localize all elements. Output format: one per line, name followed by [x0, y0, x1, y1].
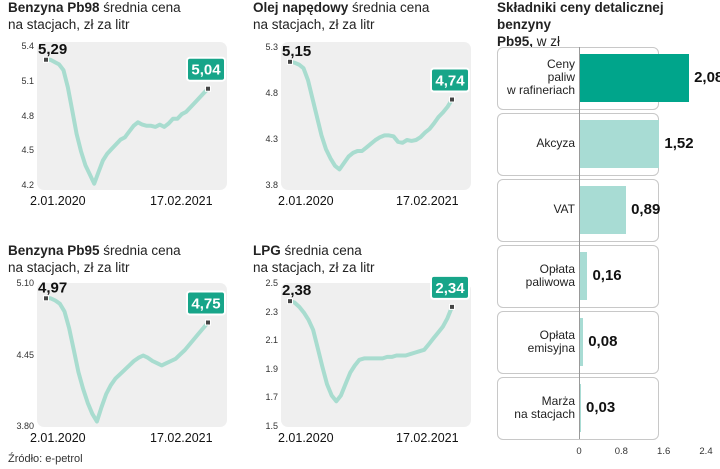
- lpg-price-line: [288, 299, 454, 404]
- component-bar: [579, 251, 588, 300]
- component-value: 0,16: [592, 266, 622, 284]
- category-frame: [497, 245, 659, 308]
- component-value: 0,89: [631, 200, 661, 218]
- pb98-price-line: [44, 57, 210, 186]
- pb98-y-tick: 4.8: [21, 110, 34, 121]
- pb98-y-tick: 5.4: [21, 41, 34, 51]
- pb95-end-marker: [205, 319, 211, 326]
- pb95-end-value-badge: [186, 290, 226, 316]
- component-value: 2,08: [694, 68, 720, 86]
- component-bar: [579, 53, 690, 102]
- diesel-start-value: 5,15: [282, 43, 311, 60]
- category-frame: [497, 311, 659, 374]
- diesel-y-tick: 3.8: [265, 180, 278, 190]
- components-title: Składniki ceny detalicznej benzyny Pb95, …: [497, 0, 664, 49]
- lpg-y-tick: 2.5: [265, 278, 278, 288]
- category-label: VAT: [501, 203, 575, 216]
- pb95-end-value: 4,75: [191, 296, 220, 313]
- pb95-y-tick: 3.80: [16, 421, 34, 431]
- pb98-end-value-badge: [186, 56, 226, 82]
- lpg-y-tick: 1.5: [265, 421, 278, 431]
- components-x-tick: 1.6: [657, 446, 671, 457]
- category-label: Opłata paliwowa: [501, 261, 575, 289]
- component-bar: [579, 119, 660, 168]
- component-value: 0,08: [588, 332, 618, 350]
- pb98-x-start-label: 2.01.2020: [30, 194, 86, 208]
- pb98-start-value: 5,29: [38, 41, 67, 58]
- category-label: Ceny paliw w rafineriach: [501, 58, 575, 97]
- category-label: Akcyza: [501, 137, 575, 150]
- lpg-line-chart: 2,38 2,34: [282, 274, 470, 404]
- lpg-end-value: 2,34: [435, 280, 465, 297]
- category-label: Marża na stacjach: [501, 393, 575, 421]
- pb98-line-chart: 5,29 5,04: [38, 41, 226, 186]
- lpg-start-value: 2,38: [282, 282, 311, 299]
- category-frame: [497, 179, 659, 242]
- category-label-line: w rafineriach: [506, 83, 575, 97]
- pb98-start-marker: [43, 56, 49, 63]
- lpg-plot-area: [281, 283, 471, 427]
- component-bar: [579, 185, 627, 234]
- category-label-line: paliw: [547, 70, 575, 84]
- lpg-start-marker: [287, 298, 293, 305]
- diesel-y-tick: 4.3: [265, 134, 278, 144]
- lpg-x-start-label: 2.01.2020: [278, 431, 334, 445]
- lpg-title: LPG średnia cena na stacjach, zł za litr: [253, 243, 375, 275]
- pb98-title: Benzyna Pb98 średnia cena na stacjach, zł…: [8, 0, 181, 32]
- lpg-y-tick: 1.7: [265, 392, 278, 403]
- lpg-x-end-label: 17.02.2021: [396, 431, 459, 445]
- diesel-x-end-label: 17.02.2021: [396, 194, 459, 208]
- pb95-line-chart: 4,97 4,75: [38, 279, 226, 424]
- diesel-y-tick: 4.8: [265, 88, 278, 98]
- lpg-end-value-badge: [430, 274, 470, 300]
- pb98-end-marker: [205, 85, 211, 92]
- lpg-y-tick: 2.3: [265, 306, 278, 317]
- category-frame: [497, 377, 659, 440]
- diesel-end-value-badge: [430, 67, 470, 93]
- components-x-tick: 0: [576, 446, 582, 457]
- pb95-y-tick: 4.45: [16, 349, 34, 360]
- category-label: Opłata emisyjna: [501, 327, 575, 355]
- diesel-price-line: [288, 59, 454, 172]
- pb98-y-tick: 5.1: [21, 75, 34, 86]
- lpg-y-tick: 1.9: [265, 363, 278, 374]
- category-label-line: VAT: [553, 202, 575, 216]
- category-label-line: Opłata: [539, 261, 575, 276]
- category-label-line: Opłata: [539, 327, 575, 342]
- pb95-x-end-label: 17.02.2021: [150, 431, 213, 445]
- diesel-start-marker: [287, 58, 293, 65]
- pb95-title: Benzyna Pb95 średnia cena na stacjach, zł…: [8, 243, 181, 275]
- lpg-end-marker: [449, 303, 455, 310]
- diesel-end-value: 4,74: [435, 73, 465, 90]
- components-y-axis-line: [579, 47, 580, 439]
- component-value: 1,52: [664, 134, 694, 152]
- category-label-line: Akcyza: [536, 136, 575, 150]
- components-x-tick: 2.4: [699, 446, 713, 457]
- component-bar: [579, 383, 581, 432]
- source-note: Źródło: e-petrol: [8, 453, 83, 465]
- diesel-y-tick: 5.3: [265, 42, 278, 52]
- diesel-x-start-label: 2.01.2020: [278, 194, 334, 208]
- components-x-tick: 0.8: [614, 446, 628, 457]
- pb95-price-line: [44, 296, 210, 424]
- pb98-end-value: 5,04: [191, 62, 221, 79]
- pb95-start-value: 4,97: [38, 279, 67, 296]
- component-bar: [579, 317, 584, 366]
- pb98-y-tick: 4.2: [21, 180, 34, 190]
- diesel-end-marker: [449, 96, 455, 103]
- pb95-start-marker: [43, 295, 49, 302]
- pb95-x-start-label: 2.01.2020: [30, 431, 86, 445]
- pb95-y-tick: 5.10: [16, 278, 34, 288]
- diesel-title: Olej napędowy średnia cena na stacjach, z…: [253, 0, 430, 32]
- category-label-line: Ceny: [546, 57, 575, 71]
- category-label-line: Marża: [541, 393, 575, 408]
- component-value: 0,03: [586, 398, 616, 416]
- lpg-y-tick: 2.1: [265, 335, 278, 346]
- pb98-y-tick: 4.5: [21, 145, 34, 156]
- category-label-line: emisyjna: [527, 340, 575, 355]
- category-label-line: paliwowa: [525, 274, 575, 289]
- pb98-x-end-label: 17.02.2021: [150, 194, 213, 208]
- diesel-line-chart: 5,15 4,74: [282, 43, 470, 172]
- category-label-line: na stacjach: [514, 406, 575, 421]
